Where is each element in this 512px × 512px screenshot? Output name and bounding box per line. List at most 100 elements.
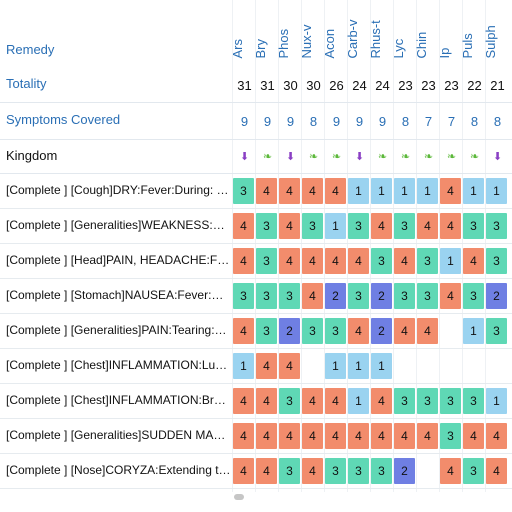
grade-cell[interactable]: 2 — [371, 283, 392, 309]
grade-cell[interactable]: 2 — [394, 458, 415, 484]
grade-cell[interactable]: 3 — [417, 248, 438, 274]
grade-cell[interactable]: 1 — [417, 178, 438, 204]
symptom-label[interactable]: [Complete ] [Generalities]PAIN:Tearing:M… — [6, 323, 232, 337]
grade-cell[interactable]: 1 — [463, 318, 484, 344]
grade-cell[interactable]: 4 — [302, 283, 323, 309]
grade-cell[interactable]: 3 — [348, 458, 369, 484]
grade-cell[interactable]: 1 — [325, 353, 346, 379]
grade-cell[interactable]: 4 — [302, 178, 323, 204]
grade-cell[interactable]: 3 — [417, 283, 438, 309]
grade-cell[interactable]: 1 — [486, 178, 507, 204]
grade-cell[interactable]: 4 — [371, 388, 392, 414]
grade-cell[interactable]: 4 — [279, 423, 300, 449]
grade-cell[interactable]: 4 — [440, 178, 461, 204]
grade-cell[interactable]: 3 — [256, 283, 277, 309]
grade-cell[interactable]: 4 — [440, 458, 461, 484]
symptom-row[interactable]: [Complete ] [Chest]INFLAMMATION:Bronchia… — [0, 384, 512, 419]
symptom-row[interactable]: [Complete ] [Generalities]PAIN:Tearing:M… — [0, 314, 512, 349]
grade-cell[interactable]: 3 — [279, 388, 300, 414]
symptom-label[interactable]: [Complete ] [Generalities]WEAKNESS:Fever… — [6, 218, 232, 232]
grade-cell[interactable]: 3 — [463, 388, 484, 414]
grade-cell[interactable]: 4 — [302, 388, 323, 414]
grade-cell[interactable]: 4 — [325, 388, 346, 414]
grade-cell[interactable]: 4 — [394, 423, 415, 449]
grade-cell[interactable]: 2 — [325, 283, 346, 309]
grade-cell[interactable]: 4 — [233, 458, 254, 484]
grade-cell[interactable]: 4 — [233, 248, 254, 274]
grade-cell[interactable]: 4 — [302, 423, 323, 449]
grade-cell[interactable]: 4 — [371, 423, 392, 449]
grade-cell[interactable]: 4 — [256, 178, 277, 204]
grade-cell[interactable]: 2 — [371, 318, 392, 344]
grade-cell[interactable]: 3 — [256, 213, 277, 239]
grade-cell[interactable]: 1 — [440, 248, 461, 274]
horizontal-scrollbar-thumb[interactable] — [234, 494, 244, 500]
symptom-row[interactable]: [Complete ] [Stomach]NAUSEA:Fever:During… — [0, 279, 512, 314]
grade-cell[interactable]: 3 — [279, 283, 300, 309]
symptom-label[interactable]: [Complete ] [Nose]CORYZA:Extending to:Ch… — [6, 463, 232, 477]
grade-cell[interactable]: 3 — [440, 423, 461, 449]
grade-cell[interactable]: 1 — [486, 388, 507, 414]
grade-cell[interactable]: 4 — [394, 248, 415, 274]
grade-cell[interactable]: 4 — [325, 423, 346, 449]
grade-cell[interactable]: 3 — [325, 458, 346, 484]
grade-cell[interactable]: 3 — [394, 213, 415, 239]
grade-cell[interactable]: 4 — [463, 423, 484, 449]
grade-cell[interactable]: 4 — [440, 213, 461, 239]
symptom-label[interactable]: [Complete ] [Generalities]SUDDEN MANIFES… — [6, 428, 232, 442]
grade-cell[interactable]: 1 — [394, 178, 415, 204]
symptom-row[interactable]: [Complete ] [Head]PAIN, HEADACHE:Fever:D… — [0, 244, 512, 279]
grade-cell[interactable]: 4 — [325, 248, 346, 274]
grade-cell[interactable]: 1 — [371, 353, 392, 379]
grade-cell[interactable]: 4 — [348, 248, 369, 274]
grade-cell[interactable]: 4 — [233, 423, 254, 449]
grade-cell[interactable]: 4 — [348, 318, 369, 344]
grade-cell[interactable]: 4 — [417, 423, 438, 449]
symptom-label[interactable]: [Complete ] [Head]PAIN, HEADACHE:Fever:D… — [6, 253, 232, 267]
grade-cell[interactable]: 1 — [348, 353, 369, 379]
grade-cell[interactable]: 4 — [256, 423, 277, 449]
grade-cell[interactable]: 3 — [302, 318, 323, 344]
grade-cell[interactable]: 4 — [233, 318, 254, 344]
grade-cell[interactable]: 3 — [394, 388, 415, 414]
grade-cell[interactable]: 4 — [233, 388, 254, 414]
grade-cell[interactable]: 4 — [394, 318, 415, 344]
grade-cell[interactable]: 3 — [279, 458, 300, 484]
remedy-column-header[interactable]: Sulph — [483, 0, 509, 68]
grade-cell[interactable]: 4 — [256, 458, 277, 484]
grade-cell[interactable]: 4 — [348, 423, 369, 449]
grade-cell[interactable]: 4 — [371, 213, 392, 239]
grade-cell[interactable]: 1 — [348, 388, 369, 414]
grade-cell[interactable]: 3 — [486, 318, 507, 344]
symptom-row[interactable]: [Complete ] [Chest]INFLAMMATION:Lungs, p… — [0, 349, 512, 384]
grade-cell[interactable]: 4 — [302, 458, 323, 484]
grade-cell[interactable]: 3 — [233, 283, 254, 309]
grade-cell[interactable]: 1 — [463, 178, 484, 204]
grade-cell[interactable]: 1 — [371, 178, 392, 204]
grade-cell[interactable]: 3 — [256, 248, 277, 274]
grade-cell[interactable]: 3 — [463, 458, 484, 484]
symptom-row[interactable]: [Complete ] [Nose]CORYZA:Extending to:Ch… — [0, 454, 512, 489]
grade-cell[interactable]: 4 — [440, 283, 461, 309]
grade-cell[interactable]: 4 — [486, 458, 507, 484]
grade-cell[interactable]: 4 — [279, 248, 300, 274]
grade-cell[interactable]: 3 — [394, 283, 415, 309]
grade-cell[interactable]: 3 — [417, 388, 438, 414]
grade-cell[interactable]: 3 — [486, 213, 507, 239]
grade-cell[interactable]: 3 — [256, 318, 277, 344]
grade-cell[interactable]: 1 — [348, 178, 369, 204]
grade-cell[interactable]: 3 — [371, 248, 392, 274]
grade-cell[interactable]: 4 — [256, 388, 277, 414]
symptom-label[interactable]: [Complete ] [Chest]INFLAMMATION:Lungs, p… — [6, 358, 232, 372]
symptom-label[interactable]: [Complete ] [Stomach]NAUSEA:Fever:During… — [6, 288, 232, 302]
grade-cell[interactable]: 3 — [371, 458, 392, 484]
grade-cell[interactable]: 4 — [256, 353, 277, 379]
grade-cell[interactable]: 4 — [279, 353, 300, 379]
grade-cell[interactable]: 4 — [417, 318, 438, 344]
grade-cell[interactable]: 3 — [348, 213, 369, 239]
grade-cell[interactable]: 3 — [302, 213, 323, 239]
grade-cell[interactable]: 1 — [325, 213, 346, 239]
symptom-row[interactable]: [Complete ] [Generalities]WEAKNESS:Fever… — [0, 209, 512, 244]
grade-cell[interactable]: 3 — [440, 388, 461, 414]
grade-cell[interactable]: 4 — [417, 213, 438, 239]
